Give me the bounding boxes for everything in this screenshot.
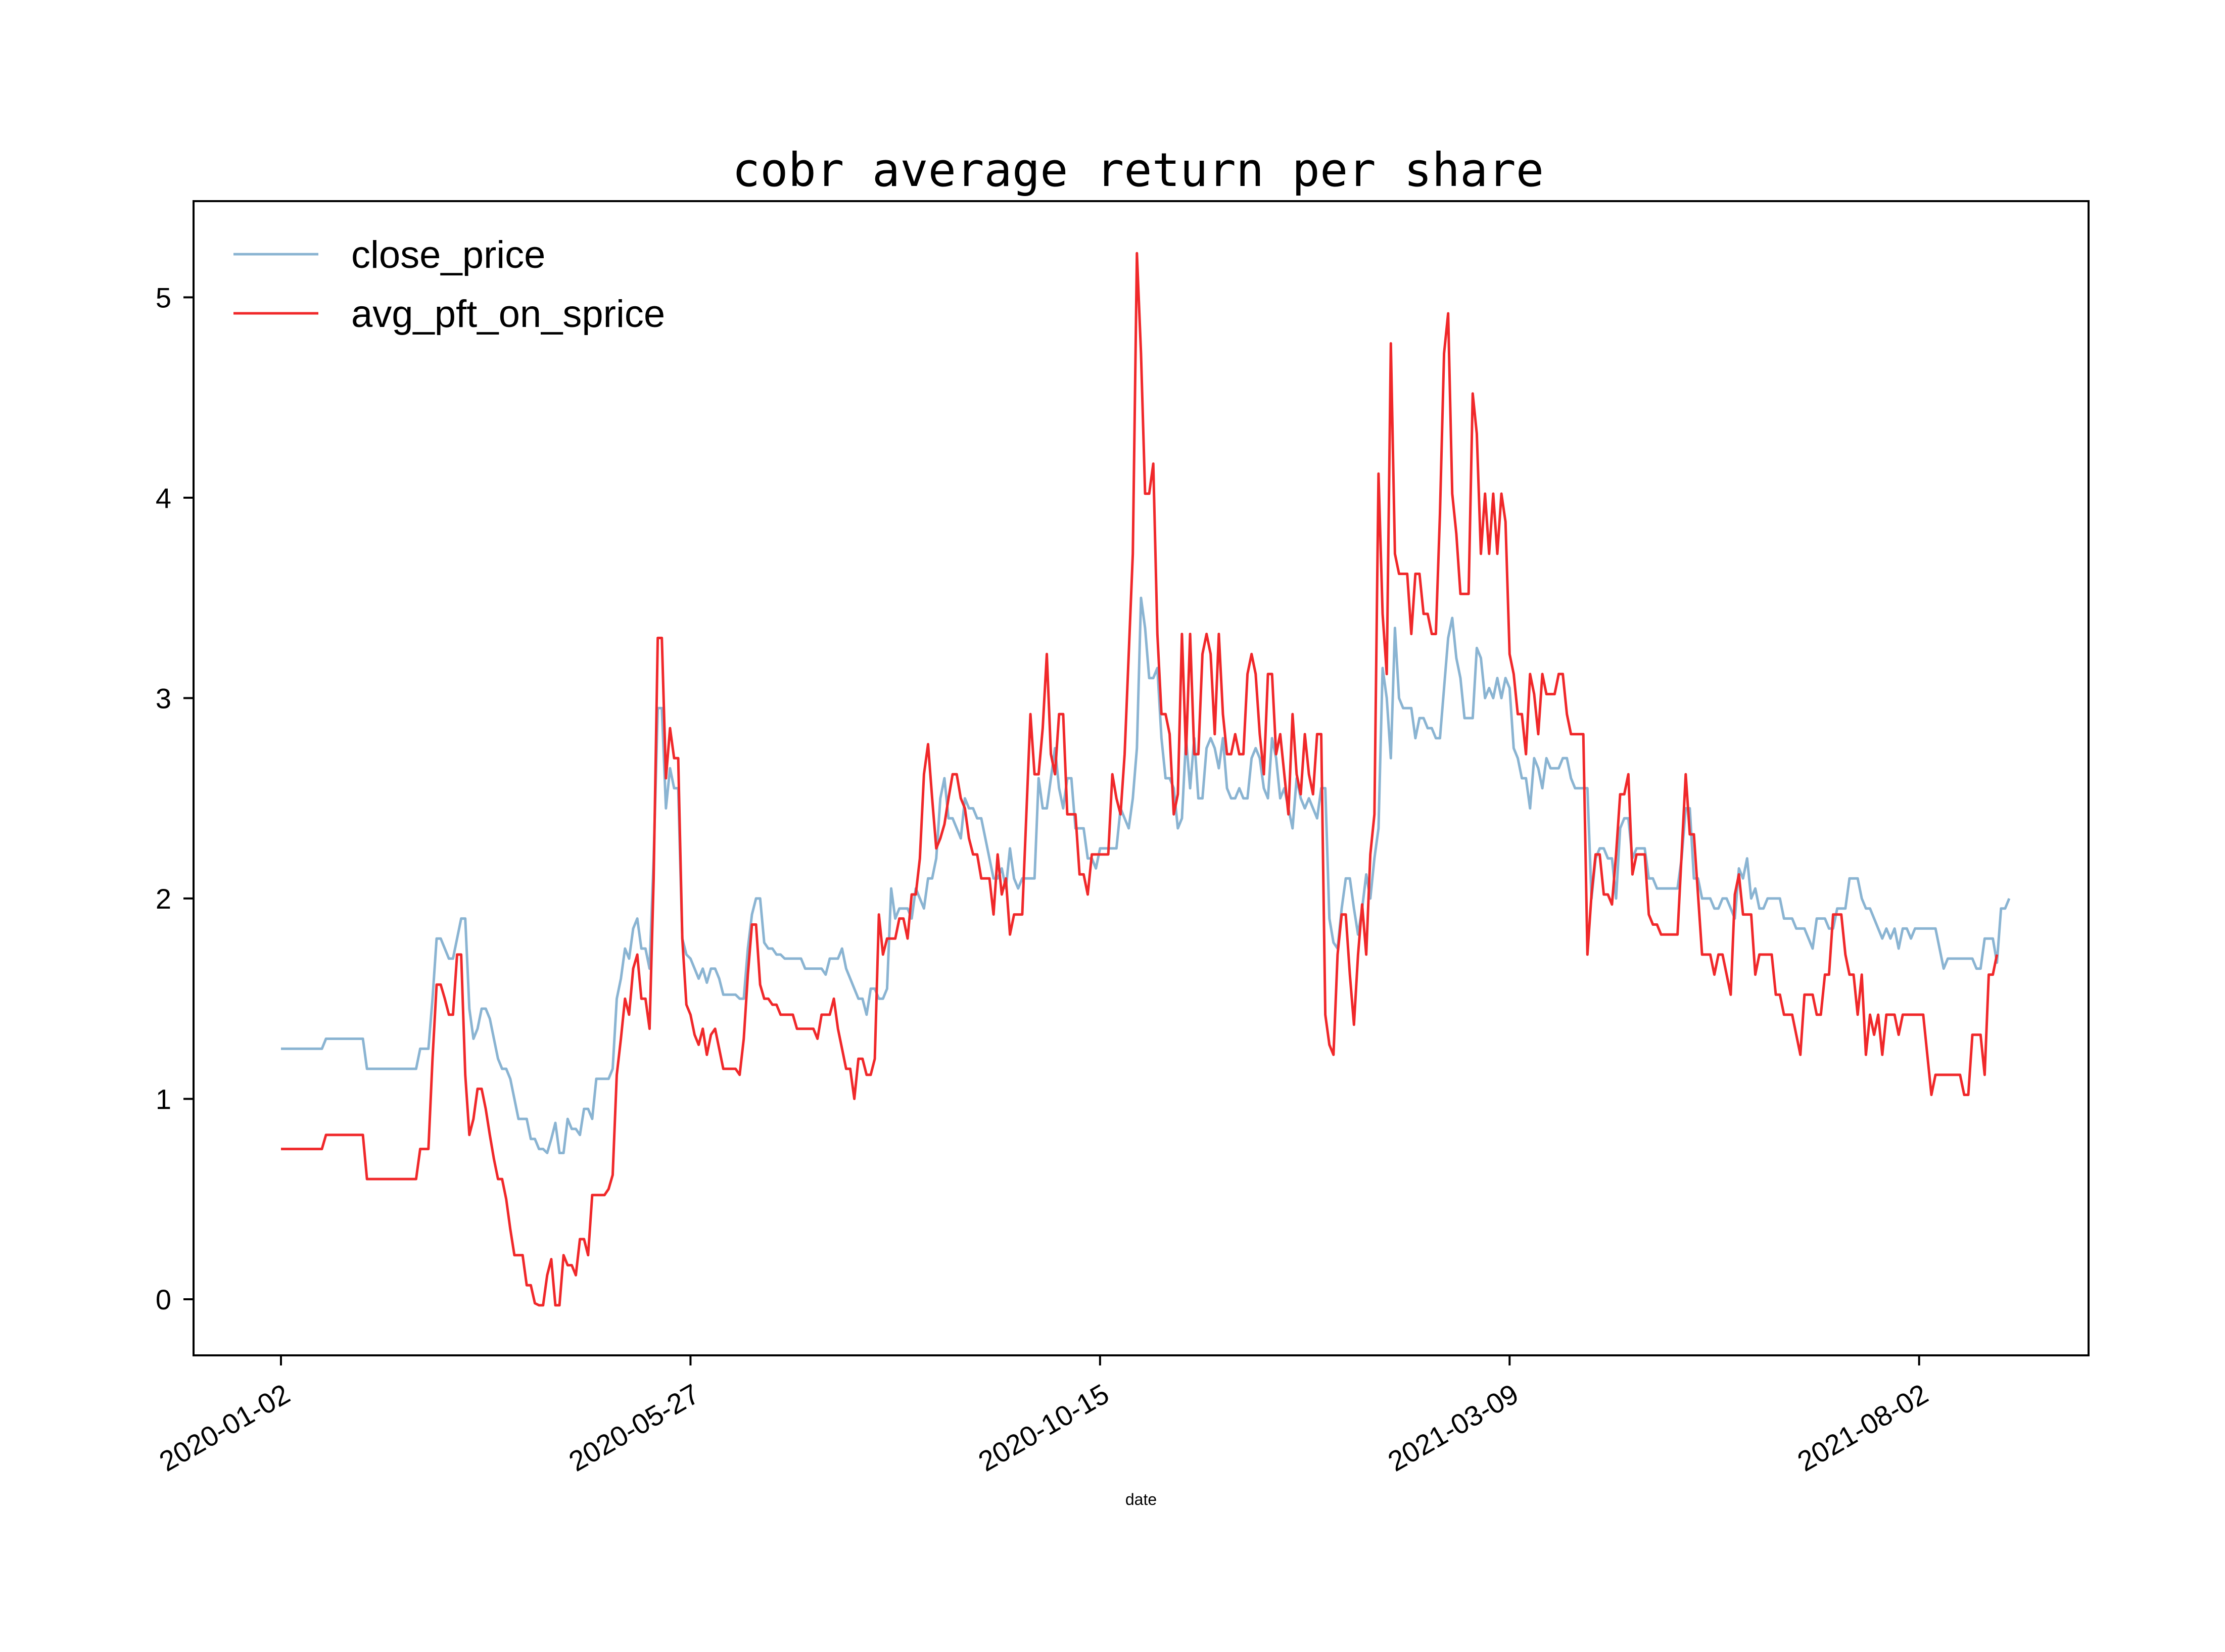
series-layer <box>281 252 2011 1307</box>
y-axis: 0 1 2 3 4 5 <box>156 281 194 1315</box>
legend: close_price avg_pft_on_sprice <box>233 233 665 336</box>
series-line-close-price <box>281 596 2011 1154</box>
plot-frame <box>193 200 2090 1356</box>
legend-label-avg-pft-on-sprice: avg_pft_on_sprice <box>351 293 665 336</box>
legend-label-close-price: close_price <box>351 233 545 276</box>
plot-area <box>193 200 2090 1356</box>
y-tick-label: 5 <box>156 281 171 313</box>
series-line-avg-pft-on-sprice <box>281 252 1999 1307</box>
y-tick-label: 4 <box>156 482 171 514</box>
chart-title: cobr average return per share <box>732 143 1544 197</box>
y-tick-label: 0 <box>156 1284 171 1315</box>
y-tick-label: 1 <box>156 1083 171 1115</box>
y-tick-label: 2 <box>156 883 171 915</box>
x-axis-label: date <box>1125 1490 1157 1508</box>
y-tick-label: 3 <box>156 682 171 714</box>
